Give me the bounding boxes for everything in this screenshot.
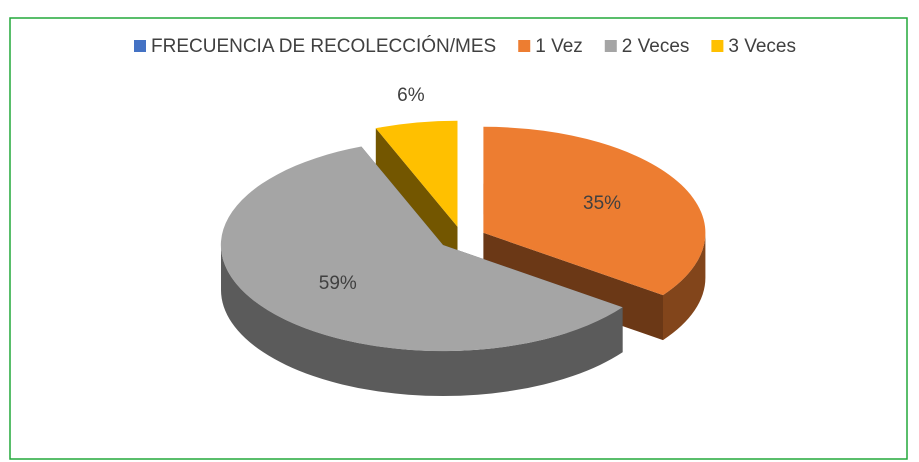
slice-top	[220, 146, 623, 352]
legend-swatch	[134, 40, 146, 52]
slice-outer-wall	[663, 232, 706, 341]
legend-label: FRECUENCIA DE RECOLECCIÓN/MES	[151, 35, 496, 57]
slice-cut-face	[375, 128, 458, 272]
data-label: 6%	[397, 85, 425, 106]
pie: 35% 59% 6%	[220, 85, 706, 396]
legend-swatch	[711, 40, 724, 52]
data-label: 35%	[583, 193, 621, 214]
slice-outer-wall	[221, 245, 623, 396]
legend-label: 1 Vez	[535, 36, 583, 57]
slice-top	[483, 126, 706, 296]
legend-label: 2 Veces	[622, 36, 690, 57]
legend: FRECUENCIA DE RECOLECCIÓN/MES 1 Vez 2 Vece…	[134, 35, 796, 57]
legend-swatch	[518, 40, 531, 52]
legend-swatch	[604, 40, 617, 52]
slice-top	[375, 120, 458, 227]
pie-slice	[375, 120, 458, 272]
pie-slice	[220, 146, 623, 396]
data-label: 59%	[319, 273, 357, 294]
legend-label: 3 Veces	[728, 36, 796, 57]
